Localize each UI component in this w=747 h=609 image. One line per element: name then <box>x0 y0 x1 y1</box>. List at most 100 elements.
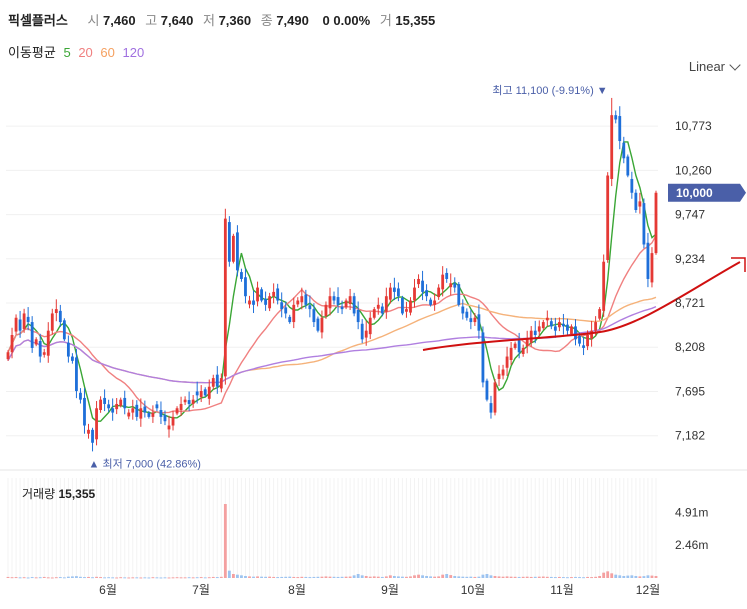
candle <box>227 216 231 267</box>
candle <box>207 379 211 405</box>
candle-body <box>191 399 195 404</box>
candle-body <box>521 347 525 354</box>
candle-body <box>219 378 223 389</box>
y-tick-label: 7,182 <box>675 429 705 443</box>
volume-bar <box>344 576 348 578</box>
volume-bar <box>376 576 380 578</box>
candle <box>582 336 585 356</box>
candle <box>38 333 42 363</box>
volume-bar <box>417 574 420 578</box>
candle-body <box>46 330 50 356</box>
volume-bar <box>352 575 356 578</box>
candle-body <box>276 288 280 301</box>
candle <box>417 274 420 289</box>
volume-bar <box>356 574 360 578</box>
volume-bar <box>336 576 340 578</box>
candle <box>151 405 155 423</box>
candle <box>352 292 356 317</box>
volume-bar <box>626 575 630 578</box>
stock-header: 픽셀플러스 시 7,460 고 7,640 저 7,360 종 7,490 0 … <box>8 10 435 29</box>
candle-body <box>171 416 175 426</box>
volume-bar <box>227 570 231 578</box>
y-tick-label: 8,208 <box>675 340 705 354</box>
candle-body <box>75 357 78 392</box>
volume-bar <box>300 576 304 578</box>
volume-bar <box>614 574 618 578</box>
candle <box>413 279 416 308</box>
x-tick-label: 8월 <box>288 583 306 597</box>
volume-bar <box>215 577 219 579</box>
ma-120-label[interactable]: 120 <box>122 45 145 60</box>
volume-bar <box>135 577 139 579</box>
candle-body <box>553 326 557 331</box>
candle-body <box>183 399 187 403</box>
candle-body <box>566 324 569 331</box>
candle-body <box>626 156 630 176</box>
candle-body <box>457 284 461 305</box>
volume-bar <box>533 576 537 578</box>
candle <box>549 317 553 330</box>
candle <box>187 391 191 412</box>
volume-bar <box>485 574 489 578</box>
candle-body <box>147 413 151 417</box>
current-price-badge <box>668 183 740 202</box>
candle <box>606 172 610 263</box>
candle-body <box>417 278 420 285</box>
candle <box>453 277 457 293</box>
candle-body <box>586 335 589 347</box>
candle-body <box>179 403 183 410</box>
candle <box>368 311 372 340</box>
candle <box>304 289 308 309</box>
volume-bar <box>574 576 577 578</box>
candle-body <box>533 330 537 335</box>
volume-bar <box>513 576 517 578</box>
candle <box>505 346 509 376</box>
candle <box>517 332 521 359</box>
volume-bar <box>231 574 235 578</box>
volume-bar <box>38 577 42 579</box>
volume-bar <box>650 575 654 578</box>
volume-bar <box>183 577 187 579</box>
volume-bar <box>630 575 634 578</box>
candle-body <box>292 304 296 323</box>
volume-bar <box>260 576 263 578</box>
volume-bar <box>388 575 392 578</box>
candle <box>348 288 352 310</box>
scale-dropdown[interactable]: Linear <box>689 58 741 74</box>
candle <box>308 295 312 318</box>
close-value: 7,490 <box>276 13 309 28</box>
candle <box>541 320 545 330</box>
candle-body <box>497 373 501 379</box>
volume-bar <box>18 577 22 579</box>
volume-bar <box>240 575 243 578</box>
volume-bar <box>332 576 336 578</box>
volume-bar <box>433 576 437 578</box>
candle-body <box>614 115 618 120</box>
ma-20-label[interactable]: 20 <box>78 45 93 60</box>
candle <box>493 379 497 416</box>
candle <box>107 399 111 413</box>
candle <box>284 301 288 319</box>
candle <box>622 136 626 164</box>
volume-bar <box>445 574 449 578</box>
candle-body <box>280 302 284 310</box>
candle-body <box>167 425 171 430</box>
ma-60-line <box>7 296 657 384</box>
candle <box>489 395 493 419</box>
candle-body <box>602 261 606 311</box>
candle <box>477 304 481 339</box>
ma-120-line <box>7 305 657 384</box>
max-price-marker: 최고 11,100 (-9.91%) ▼ <box>492 84 607 97</box>
candle-body <box>163 415 167 422</box>
candle <box>195 381 199 404</box>
candle <box>481 326 485 388</box>
ma-5-label[interactable]: 5 <box>63 45 71 60</box>
volume-bar <box>557 576 561 578</box>
candle-body <box>107 404 111 409</box>
candle-body <box>135 404 139 417</box>
candle-body <box>123 397 127 409</box>
ma-60-label[interactable]: 60 <box>100 45 115 60</box>
candle-body <box>284 307 288 314</box>
volume-bar <box>191 577 195 579</box>
